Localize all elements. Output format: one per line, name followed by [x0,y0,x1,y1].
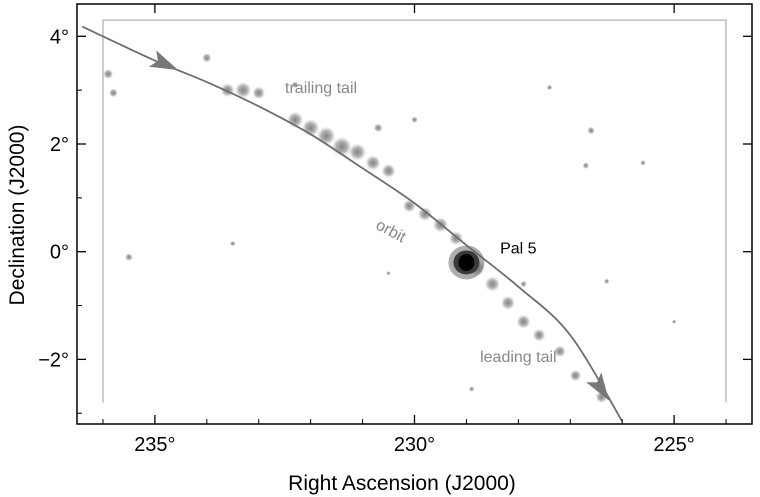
stream-blob [348,143,367,162]
field-blob [124,253,133,262]
field-blob [229,240,236,247]
stream-blob [234,81,252,99]
stream-blob [381,163,396,179]
cluster-core [458,253,475,271]
field-blob [582,162,590,169]
x-tick-label: 230° [394,434,435,456]
annotations: trailing tail orbit leading tail Pal 5 [285,80,557,366]
field-blob [386,270,391,276]
y-axis-title: Declination (J2000) [6,125,29,306]
plot-border [76,3,753,425]
field-blob [291,81,299,89]
stream-blob [202,53,212,63]
plot-frame [76,3,753,425]
x-tick-label: 235° [134,434,175,456]
stream-blob [365,155,381,171]
annotation-label: leading tail [480,349,557,366]
stream-blob [553,345,566,358]
x-tick-label: 225° [653,434,694,456]
field-blob [546,84,553,91]
annotation-label: trailing tail [285,80,357,97]
field-blob [520,280,527,288]
cluster-marker [448,245,485,280]
x-axis: 235° 230° 225° [102,4,727,456]
field-blob [640,159,646,166]
field-blob [587,126,596,135]
footprint-outline [102,19,727,403]
orbit-arrow-icon [586,372,610,401]
y-tick-label: 2° [50,134,69,156]
stream-blob [500,295,516,311]
x-axis-title: Right Ascension (J2000) [288,472,516,495]
field-blob [468,386,475,392]
field-blob [373,123,383,133]
stream-blob [569,369,582,382]
field-blob [671,319,677,324]
stream-blob [417,206,433,222]
survey-footprint [102,19,727,403]
field-blob [103,68,114,80]
stream-blob [220,82,235,98]
y-tick-label: 0° [50,242,69,264]
stream-blob [532,328,546,342]
y-tick-label: 4° [50,26,69,48]
stream-blob [484,276,501,292]
stream-blob [402,199,416,213]
field-blob [411,116,418,124]
y-tick-label: −2° [38,349,69,371]
orbit-line [81,25,623,422]
stream-blob [516,314,531,329]
orbit-curve [81,25,623,422]
stream-blob [252,86,266,100]
field-blob [108,88,118,98]
annotation-label: orbit [373,217,409,247]
orbit-arrow-icon [148,50,179,71]
annotation-label: Pal 5 [500,240,537,257]
y-axis: 4° 2° 0° −2° [38,26,752,414]
field-blob [603,278,610,285]
